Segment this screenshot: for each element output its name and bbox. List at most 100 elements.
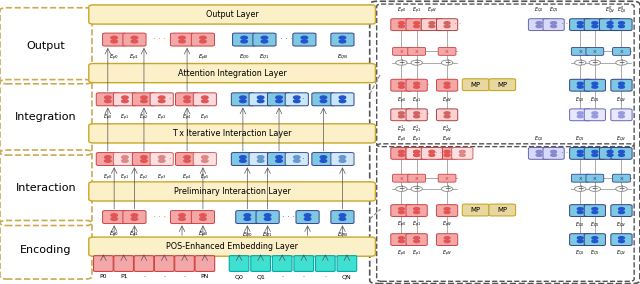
Circle shape [179,214,185,217]
FancyBboxPatch shape [331,153,354,166]
Circle shape [444,151,450,153]
Circle shape [577,211,583,214]
Circle shape [184,156,190,158]
Circle shape [444,25,450,28]
FancyBboxPatch shape [268,153,291,166]
FancyBboxPatch shape [570,234,591,246]
Text: $E_{p1}^1$: $E_{p1}^1$ [412,124,421,136]
Text: Encoding: Encoding [20,245,72,255]
Circle shape [399,115,404,118]
Circle shape [200,214,206,217]
Text: $E_{p1}$: $E_{p1}$ [120,113,129,123]
Circle shape [592,237,598,239]
Text: Q0: Q0 [235,274,243,279]
Text: +: + [618,58,625,67]
Text: POS-Enhanced Embedding Layer: POS-Enhanced Embedding Layer [166,242,298,251]
Text: · ·: · · [169,154,177,164]
Text: $E_{pN}$: $E_{pN}$ [442,220,452,230]
FancyBboxPatch shape [132,153,156,166]
Text: +: + [577,184,584,193]
Circle shape [592,85,598,88]
Text: $E_{Q0}$: $E_{Q0}$ [575,249,585,258]
Text: PN: PN [201,274,209,279]
FancyBboxPatch shape [436,79,458,91]
FancyBboxPatch shape [612,174,630,182]
FancyBboxPatch shape [391,205,412,216]
FancyBboxPatch shape [236,211,259,224]
Text: +: + [444,58,451,67]
Circle shape [577,82,583,85]
Circle shape [589,60,600,65]
Circle shape [577,208,583,210]
Circle shape [159,156,165,158]
Circle shape [111,40,117,43]
Circle shape [618,82,625,85]
Text: $E_{p1}$: $E_{p1}$ [412,96,421,106]
FancyBboxPatch shape [231,153,255,166]
Circle shape [131,214,138,217]
Text: +: + [398,184,404,193]
Circle shape [618,240,625,243]
Text: ·: · [184,274,186,279]
FancyBboxPatch shape [96,153,120,166]
Text: +: + [398,58,404,67]
Text: $E_{p2}$: $E_{p2}$ [140,173,148,183]
FancyBboxPatch shape [421,19,442,31]
Circle shape [320,159,326,162]
FancyBboxPatch shape [570,147,591,159]
FancyBboxPatch shape [337,256,356,272]
Text: P1: P1 [120,274,127,279]
Circle shape [200,218,206,220]
FancyBboxPatch shape [584,109,605,121]
FancyBboxPatch shape [285,93,308,106]
FancyBboxPatch shape [586,174,604,182]
Text: $E_{Q1}$: $E_{Q1}$ [590,96,600,105]
Circle shape [413,115,420,118]
Circle shape [429,151,435,153]
Text: $E_{p0}$: $E_{p0}$ [397,96,406,106]
Circle shape [577,25,583,28]
FancyBboxPatch shape [391,147,412,159]
Circle shape [592,211,598,214]
Circle shape [131,218,138,220]
Text: $E_{Q0}$: $E_{Q0}$ [242,231,253,240]
Circle shape [339,214,346,217]
Circle shape [264,214,271,217]
Circle shape [202,156,208,158]
Text: x: x [445,176,449,181]
Circle shape [257,100,264,103]
Circle shape [444,240,450,243]
Text: $E_{QN}$: $E_{QN}$ [616,135,627,145]
Circle shape [413,240,420,243]
Circle shape [239,100,246,103]
Circle shape [301,36,308,39]
Circle shape [320,96,326,99]
Text: x: x [445,49,449,54]
Text: $E_{pN}^1$: $E_{pN}^1$ [442,124,452,136]
Text: MP: MP [497,82,508,88]
FancyBboxPatch shape [611,205,632,216]
Circle shape [592,115,598,118]
Circle shape [577,85,583,88]
Text: $E_{Q0}$: $E_{Q0}$ [575,96,585,105]
FancyBboxPatch shape [175,256,195,272]
Text: $E_{pN}$: $E_{pN}$ [198,230,208,241]
FancyBboxPatch shape [406,147,428,159]
FancyBboxPatch shape [436,19,458,31]
Circle shape [239,159,246,162]
Circle shape [200,36,206,39]
FancyBboxPatch shape [294,256,314,272]
Circle shape [276,96,282,99]
FancyBboxPatch shape [543,147,564,159]
Text: $E_{p0}$: $E_{p0}$ [397,220,406,230]
FancyBboxPatch shape [406,79,428,91]
Circle shape [444,22,450,24]
Text: · ·: · · [561,149,568,158]
Circle shape [396,186,407,191]
Circle shape [429,25,435,28]
Circle shape [276,156,282,158]
FancyBboxPatch shape [93,256,113,272]
Circle shape [444,115,450,118]
FancyBboxPatch shape [193,93,216,106]
Circle shape [159,159,165,162]
